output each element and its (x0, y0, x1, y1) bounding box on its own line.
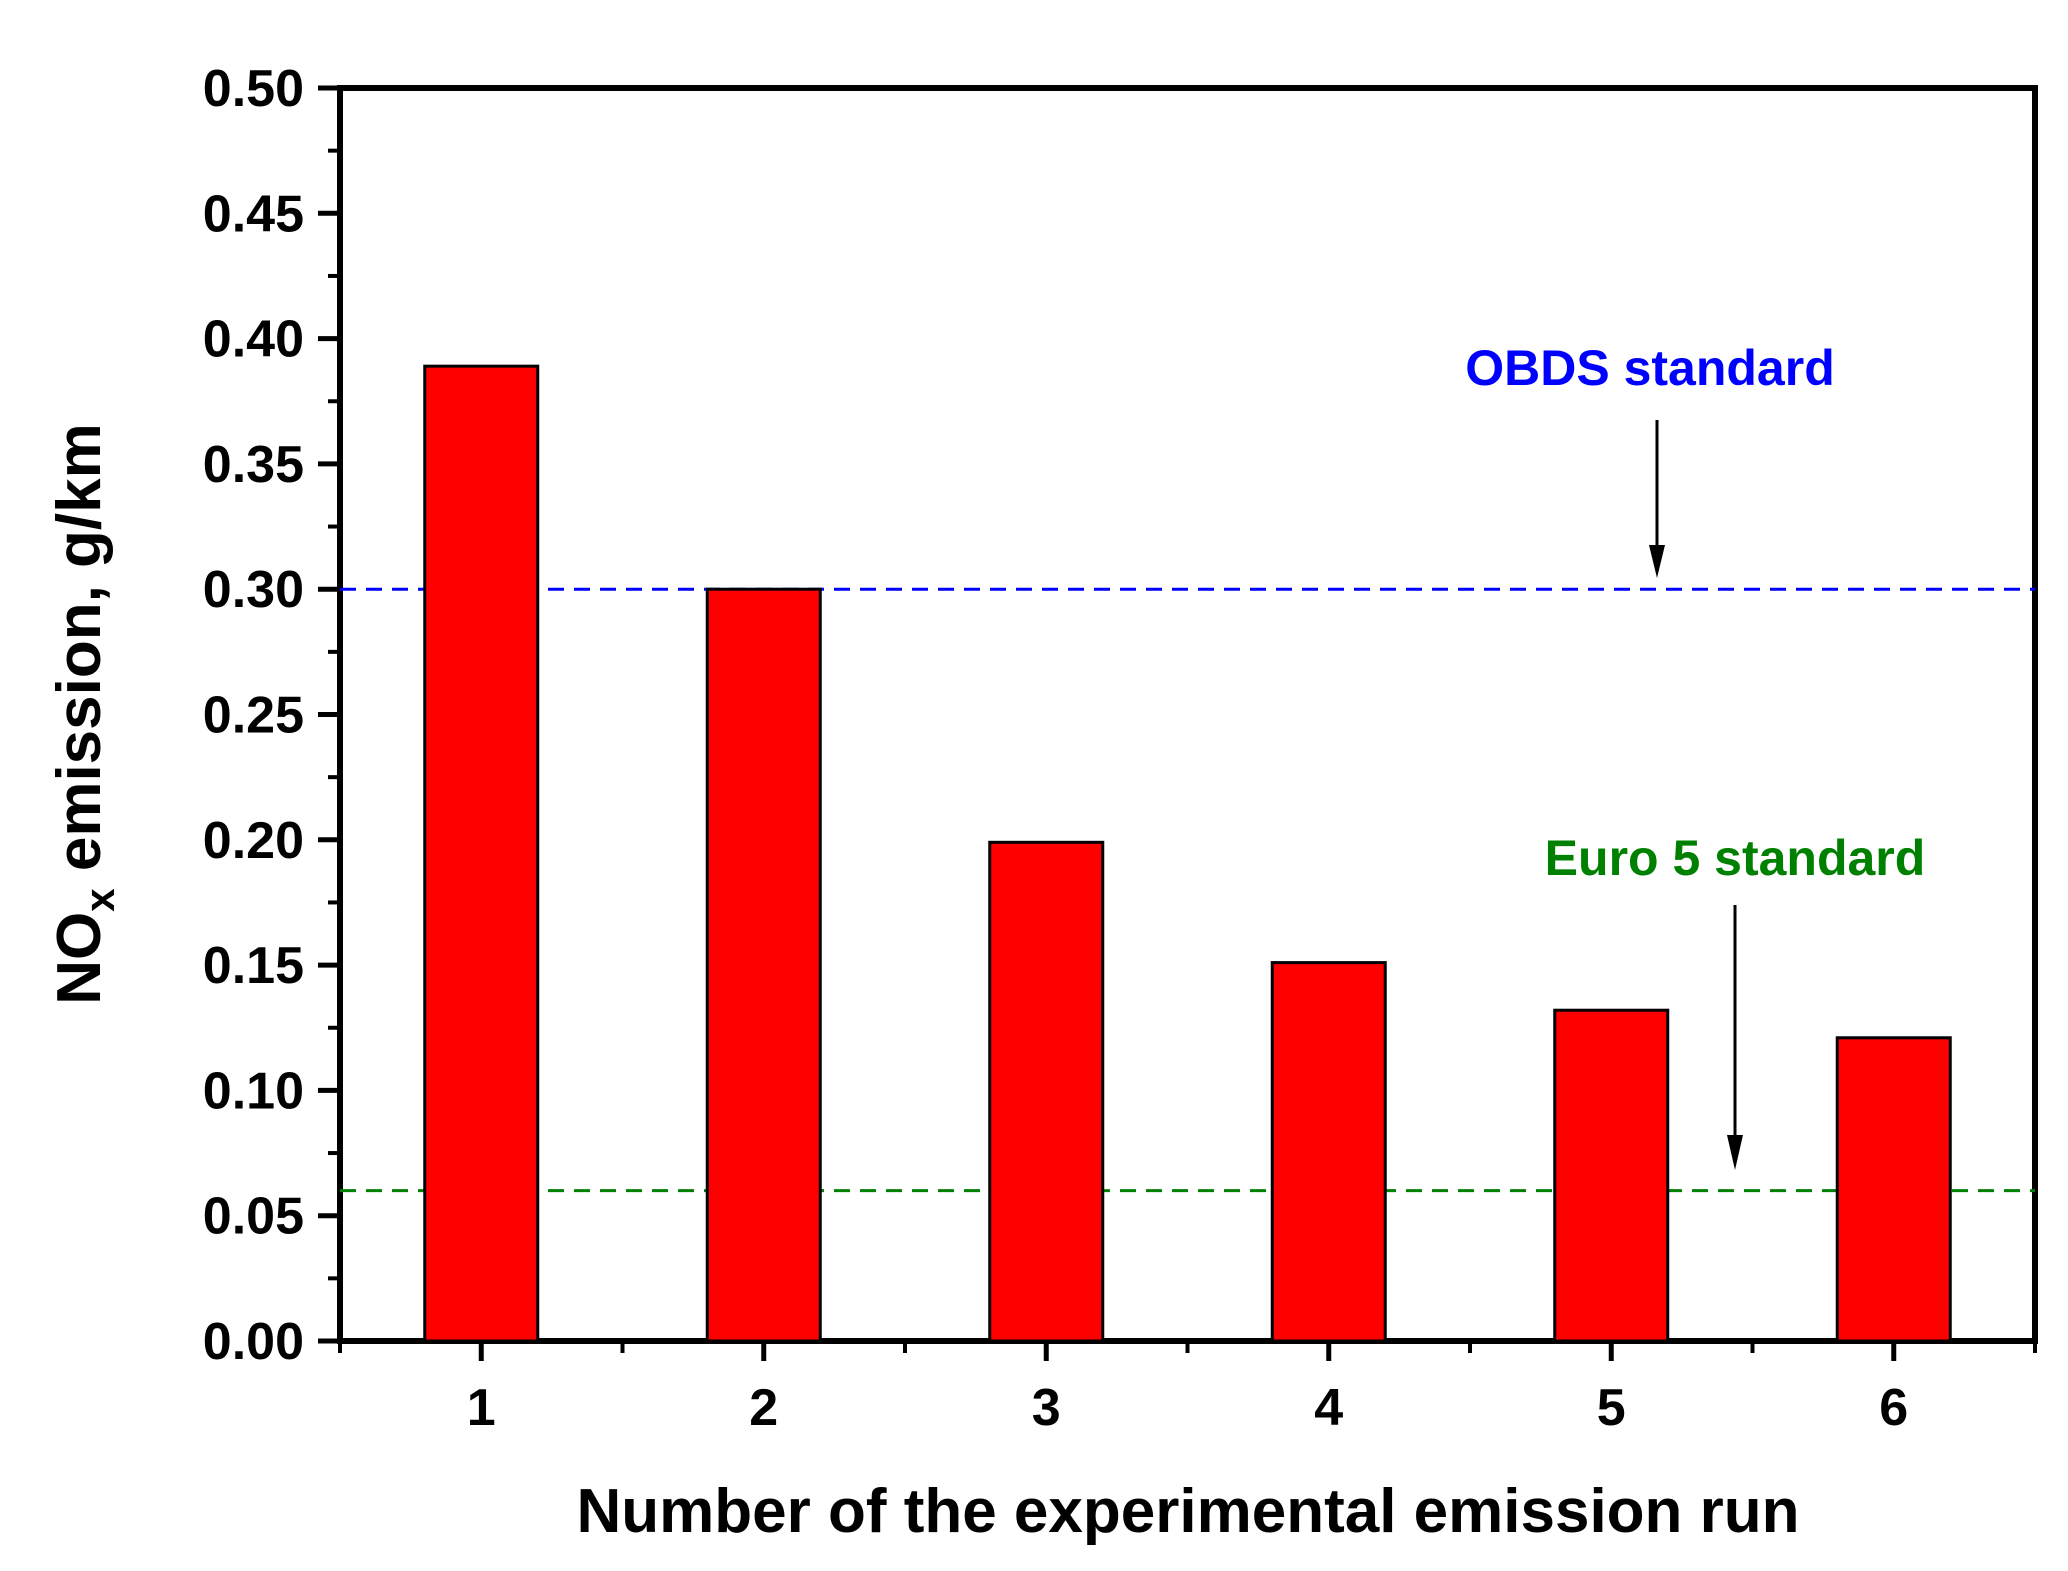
bar-run-1 (423, 364, 540, 1343)
x-tick-label: 3 (1032, 1379, 1061, 1437)
obds-standard-label: OBDS standard (1465, 340, 1835, 396)
bar-run-2 (705, 587, 822, 1343)
reference-lines (340, 587, 2035, 1193)
x-tick-label: 5 (1597, 1379, 1626, 1437)
x-tick-label: 2 (749, 1379, 778, 1437)
x-axis-ticks: 1 2 3 4 5 6 (338, 1341, 2037, 1437)
y-tick-label: 0.25 (203, 687, 304, 745)
y-tick-label: 0.45 (203, 185, 304, 243)
obds-arrow-head (1649, 545, 1665, 578)
y-tick-label: 0.10 (203, 1062, 304, 1120)
y-tick-label: 0.30 (203, 561, 304, 619)
y-tick-label: 0.40 (203, 311, 304, 369)
y-axis-title: NOx emission, g/km (45, 423, 123, 1005)
y-axis-ticks: 0.00 0.05 0.10 0.15 0.20 0.25 0.30 0.35 0.40 0.45… (203, 60, 340, 1371)
x-tick-label: 6 (1879, 1379, 1908, 1437)
bar-run-5 (1553, 1008, 1670, 1343)
bar-run-4 (1270, 961, 1387, 1343)
bar-run-3 (988, 840, 1105, 1343)
y-tick-label: 0.20 (203, 812, 304, 870)
y-axis-title-subscript: x (76, 888, 123, 912)
y-tick-label: 0.00 (203, 1313, 304, 1371)
y-tick-label: 0.05 (203, 1188, 304, 1246)
euro5-arrow-head (1727, 1135, 1743, 1170)
euro5-standard-label: Euro 5 standard (1545, 830, 1926, 886)
bar-run-6 (1835, 1036, 1952, 1343)
y-axis-title-main: NO (45, 912, 114, 1005)
y-axis-title-rest: emission, g/km (45, 423, 114, 888)
annotations: OBDS standard Euro 5 standard (1465, 340, 1925, 1170)
plot-frame (337, 85, 2038, 1344)
y-tick-label: 0.50 (203, 60, 304, 118)
y-tick-label: 0.15 (203, 937, 304, 995)
x-tick-label: 4 (1314, 1379, 1343, 1437)
x-axis-title: Number of the experimental emission run (576, 1477, 1799, 1546)
x-tick-label: 1 (467, 1379, 496, 1437)
y-tick-label: 0.35 (203, 436, 304, 494)
